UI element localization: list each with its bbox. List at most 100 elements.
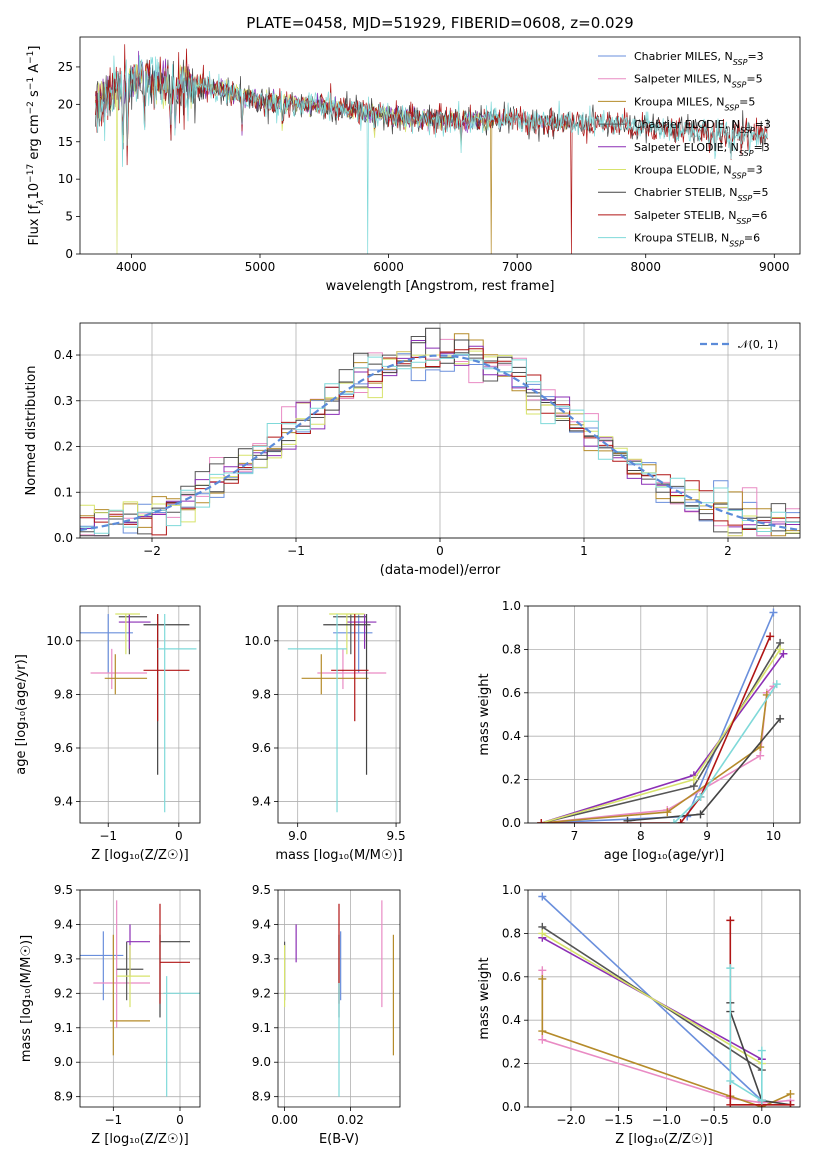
legend-label: Salpeter MILES, NSSP=5: [634, 73, 763, 90]
x-tick-label: −1: [104, 1113, 122, 1127]
point-marker: [669, 819, 678, 823]
legend-label-count: =3: [747, 50, 763, 63]
y-tick-label: 9.2: [54, 986, 73, 1000]
mass-ebv-axes: 0.00 0.02 8.9 9.0 9.1 9.2 9.3 9.4 9.5 E(B-V): [252, 883, 401, 1147]
x-tick-label: 9000: [759, 260, 790, 274]
y-tick-label: 8.9: [252, 1090, 271, 1104]
x-tick-label: 10: [766, 829, 781, 843]
mass-weight-line: [729, 968, 763, 1102]
y-tick-label: 10.0: [244, 634, 271, 648]
point-marker: [623, 816, 632, 823]
x-tick-label: 5000: [245, 260, 276, 274]
legend-label-count: =6: [751, 209, 767, 222]
point-marker: [726, 916, 735, 925]
legend-label-sub: SSP: [740, 126, 755, 135]
y-tick-label: 0.0: [502, 1100, 521, 1114]
point-marker: [538, 892, 547, 901]
x-axis-label: mass [log₁₀(M/M☉)]: [275, 848, 402, 863]
y-tick-label: 0.2: [502, 1057, 521, 1071]
point-marker: [538, 1035, 547, 1044]
y-tick-label: 9.1: [252, 1021, 271, 1035]
y-tick-label: 0.4: [502, 1013, 521, 1027]
x-axis-label: (data-model)/error: [380, 563, 501, 578]
legend-label-base: Salpeter MILES, N: [634, 73, 732, 86]
figure-title: PLATE=0458, MJD=51929, FIBERID=0608, z=0…: [246, 14, 633, 32]
legend-label: Chabrier STELIB, NSSP=5: [634, 186, 768, 203]
plot-area: [80, 327, 800, 537]
point-marker: [537, 819, 546, 823]
point-marker: [538, 974, 547, 983]
x-tick-label: 9.0: [288, 829, 307, 843]
x-tick-label: 9: [703, 829, 711, 843]
y-axis-label-part: −1: [26, 51, 36, 64]
legend-label-base: Kroupa MILES, N: [634, 95, 724, 108]
legend-label-sub: SSP: [732, 80, 747, 89]
point-marker: [676, 819, 685, 823]
y-tick-label: 9.3: [54, 952, 73, 966]
y-axis-label-part: Flux [f: [27, 204, 42, 245]
spectrum-line: [95, 44, 768, 254]
point-marker: [538, 929, 547, 938]
point-marker: [726, 964, 735, 973]
x-axis-label: age [log₁₀(age/yr)]: [604, 848, 725, 863]
legend-label: Kroupa ELODIE, NSSP=3: [634, 164, 763, 181]
legend-label-base: Salpeter STELIB, N: [634, 209, 736, 222]
y-tick-label: 9.5: [252, 883, 271, 897]
plot-area: [80, 900, 200, 1097]
residuals-axes: −2 −1 0 1 2 0.0 0.1 0.2 0.3 0.4 (data-model)/error…: [24, 322, 801, 578]
y-tick-label: 0.1: [54, 485, 73, 499]
spectrum-line: [95, 55, 768, 254]
x-tick-label: 0.00: [271, 1113, 298, 1127]
y-tick-label: 9.4: [252, 917, 271, 931]
point-marker: [786, 1100, 795, 1107]
point-marker: [538, 1027, 547, 1036]
legend-label-sub: SSP: [729, 239, 744, 248]
legend-label: 𝒩(0, 1): [738, 338, 778, 351]
y-tick-label: 0.0: [54, 531, 73, 545]
mass-metallicity-axes: −1 0 8.9 9.0 9.1 9.2 9.3 9.4 9.5 Z [log₁₀(Z/Z☉)] m…: [19, 883, 201, 1147]
axes-frame: [79, 36, 801, 255]
age-metallicity-axes: −1 0 9.4 9.6 9.8 10.0 Z [log₁₀(Z/Z☉)] age [log₁…: [14, 605, 201, 863]
legend-label-sub: SSP: [733, 58, 748, 67]
point-marker: [766, 632, 775, 641]
x-tick-label: 8: [637, 829, 645, 843]
x-tick-label: −1.5: [604, 1113, 633, 1127]
axes-frame: [527, 605, 801, 824]
y-tick-label: 9.0: [252, 1055, 271, 1069]
y-tick-label: 9.4: [252, 795, 271, 809]
x-tick-label: −2: [143, 544, 161, 558]
x-tick-label: 1: [580, 544, 588, 558]
mass-weight-line: [541, 932, 763, 1065]
y-tick-label: 9.3: [252, 952, 271, 966]
mass-weight-metallicity-axes: −2.0 −1.5 −1.0 −0.5 0.0 0.0 0.2 0.4 0.6 0.8 1.0 Z […: [477, 883, 801, 1147]
point-marker: [726, 1076, 735, 1085]
y-tick-label: 9.6: [54, 741, 73, 755]
legend-label-sub: SSP: [738, 194, 753, 203]
legend-label-count: =5: [746, 73, 762, 86]
legend-label-count: =5: [739, 95, 755, 108]
y-tick-label: 10.0: [46, 634, 73, 648]
x-tick-label: 0.0: [752, 1113, 771, 1127]
legend-label: Kroupa STELIB, NSSP=6: [634, 232, 760, 249]
y-axis-label: Normed distribution: [24, 366, 39, 496]
y-axis-label-part: −2: [26, 101, 36, 114]
mass-weight-line: [541, 653, 785, 823]
mass-weight-line: [729, 1002, 791, 1106]
legend-label-count: =3: [746, 164, 762, 177]
y-tick-label: 9.8: [252, 687, 271, 701]
y-tick-label: 15: [58, 135, 73, 149]
y-tick-label: 9.2: [252, 986, 271, 1000]
x-tick-label: 7: [571, 829, 579, 843]
point-marker: [663, 808, 672, 817]
legend-label-base: Kroupa STELIB, N: [634, 232, 729, 245]
y-tick-label: 0.8: [502, 642, 521, 656]
point-marker: [696, 810, 705, 819]
point-marker: [786, 1089, 795, 1098]
legend-label-count: =5: [752, 186, 768, 199]
y-tick-label: 9.5: [54, 883, 73, 897]
y-tick-label: 10: [58, 172, 73, 186]
x-tick-label: 4000: [116, 260, 147, 274]
legend-label-sub: SSP: [736, 216, 751, 225]
age-mass-axes: 9.0 9.5 9.4 9.6 9.8 10.0 mass [log₁₀(M/M☉)]: [244, 605, 406, 863]
y-tick-label: 1.0: [502, 599, 521, 613]
